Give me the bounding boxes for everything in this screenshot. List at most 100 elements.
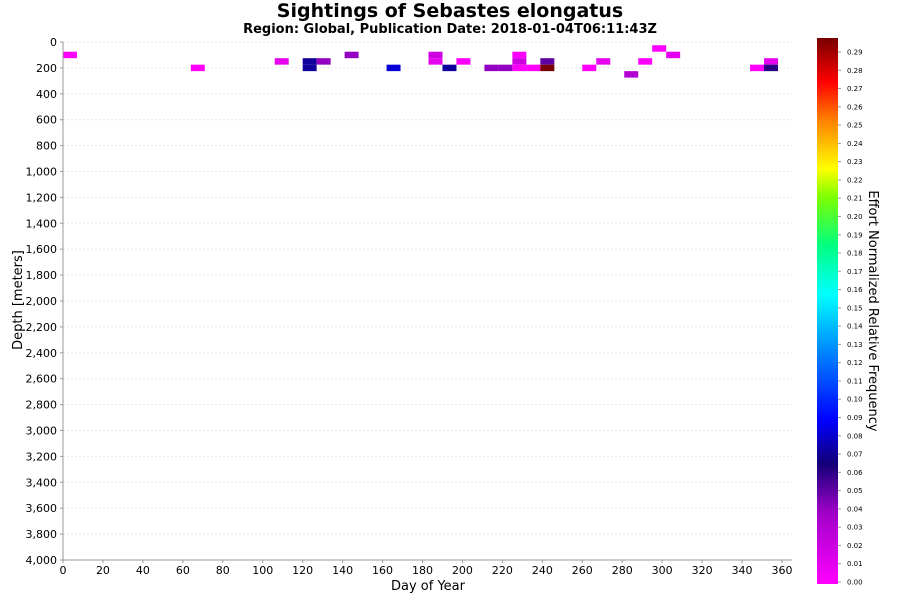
colorbar-tick-label: 0.18	[847, 250, 863, 258]
y-tick-label: 1,400	[26, 217, 58, 230]
x-tick-label: 180	[412, 564, 433, 577]
heatmap-cell	[316, 58, 331, 65]
colorbar-tick-label: 0.07	[847, 451, 863, 459]
y-tick-label: 2,800	[26, 399, 58, 412]
colorbar-tick-label: 0.13	[847, 341, 863, 349]
heatmap-cell	[484, 64, 499, 72]
heatmap-cell	[652, 45, 667, 52]
colorbar-tick-label: 0.09	[847, 414, 863, 422]
colorbar-tick-label: 0.20	[847, 213, 863, 221]
colorbar-tick-label: 0.24	[847, 140, 863, 148]
colorbar-tick-label: 0.04	[847, 505, 863, 513]
x-tick-label: 340	[732, 564, 753, 577]
colorbar-tick-label: 0.14	[847, 323, 863, 331]
heatmap-cell	[428, 58, 443, 65]
colorbar-tick-label: 0.21	[847, 195, 863, 203]
y-tick-label: 3,600	[26, 502, 58, 515]
heatmap-cell	[764, 58, 779, 65]
y-tick-label: 400	[36, 88, 57, 101]
colorbar: 0.29 0.28 0.27 0.26 0.25 0.24 0.23 0.22 0.21 0.20…	[817, 38, 863, 587]
y-tick-label: 2,000	[26, 295, 58, 308]
x-tick-label: 60	[176, 564, 190, 577]
heatmap-cell	[428, 51, 443, 59]
y-tick-label: 600	[36, 114, 57, 127]
y-tick-label: 2,600	[26, 373, 58, 386]
heatmap-cell	[750, 64, 765, 72]
heatmap-cell	[498, 64, 513, 72]
y-tick-label: 1,000	[26, 166, 58, 179]
y-tick-label: 0	[50, 36, 57, 49]
colorbar-tick-label: 0.06	[847, 469, 863, 477]
colorbar-tick-label: 0.01	[847, 560, 863, 568]
colorbar-tick-label: 0.08	[847, 432, 863, 440]
heatmap-cell	[540, 58, 555, 65]
heatmap-cell	[596, 58, 611, 65]
heatmap-cell	[274, 58, 289, 65]
heatmap-cell	[456, 58, 471, 65]
x-tick-label: 200	[452, 564, 473, 577]
y-tick-label: 3,200	[26, 450, 58, 463]
y-tick-label: 1,800	[26, 269, 58, 282]
y-tick-label: 3,000	[26, 425, 58, 438]
colorbar-tick-label: 0.26	[847, 103, 863, 111]
colorbar-tick-label: 0.03	[847, 524, 863, 532]
heatmap-cell	[624, 71, 639, 78]
x-tick-label: 100	[252, 564, 273, 577]
x-axis-label: Day of Year	[391, 579, 466, 594]
heatmap-cell	[190, 64, 205, 72]
heatmap-cell	[512, 58, 527, 65]
heatmap-cell	[302, 64, 317, 72]
colorbar-tick-label: 0.02	[847, 542, 863, 550]
x-tick-label: 240	[532, 564, 553, 577]
colorbar-tick-label: 0.23	[847, 158, 863, 166]
heatmap-cell	[540, 64, 555, 72]
x-tick-label: 220	[492, 564, 513, 577]
heatmap-cell	[302, 58, 317, 65]
x-tick-label: 40	[136, 564, 150, 577]
y-tick-label: 2,200	[26, 321, 58, 334]
y-tick-label: 200	[36, 62, 57, 75]
y-tick-label: 2,400	[26, 347, 58, 360]
heatmap-cell	[582, 64, 597, 72]
x-tick-label: 360	[772, 564, 793, 577]
colorbar-tick-label: 0.17	[847, 268, 863, 276]
colorbar-tick-label: 0.29	[847, 49, 863, 57]
heatmap-cell	[526, 64, 541, 72]
heatmap-cell	[63, 51, 77, 59]
heatmap-cell	[764, 64, 779, 72]
y-tick-label: 1,600	[26, 243, 58, 256]
y-tick-label: 800	[36, 140, 57, 153]
colorbar-tick-label: 0.10	[847, 396, 863, 404]
heatmap-cells	[63, 45, 779, 78]
colorbar-tick-label: 0.27	[847, 85, 863, 93]
grid-lines	[63, 41, 792, 561]
colorbar-tick-label: 0.15	[847, 304, 863, 312]
heatmap-cell	[512, 64, 527, 72]
colorbar-tick-label: 0.16	[847, 286, 863, 294]
heatmap-cell	[638, 58, 653, 65]
colorbar-tick-label: 0.05	[847, 487, 863, 495]
x-tick-label: 120	[292, 564, 313, 577]
colorbar-tick-label: 0.28	[847, 67, 863, 75]
x-tick-label: 300	[652, 564, 673, 577]
heatmap-cell	[344, 51, 359, 59]
colorbar-tick-label: 0.11	[847, 377, 863, 385]
x-tick-label: 320	[692, 564, 713, 577]
heatmap-cell	[442, 64, 457, 72]
x-tick-label: 80	[216, 564, 230, 577]
axes: 02004006008001,0001,2001,4001,6001,8002,…	[26, 36, 793, 577]
y-tick-label: 3,800	[26, 528, 58, 541]
x-tick-label: 20	[96, 564, 110, 577]
colorbar-tick-label: 0.19	[847, 231, 863, 239]
heatmap-cell	[386, 64, 401, 72]
y-tick-label: 4,000	[26, 554, 58, 567]
y-tick-label: 1,200	[26, 191, 58, 204]
x-tick-label: 260	[572, 564, 593, 577]
heatmap-cell	[512, 51, 527, 59]
x-tick-label: 0	[60, 564, 67, 577]
y-tick-label: 3,400	[26, 476, 58, 489]
colorbar-tick-label: 0.22	[847, 176, 863, 184]
colorbar-label: Effort Normalized Relative Frequency	[865, 190, 880, 432]
y-axis-label: Depth [meters]	[11, 250, 26, 350]
